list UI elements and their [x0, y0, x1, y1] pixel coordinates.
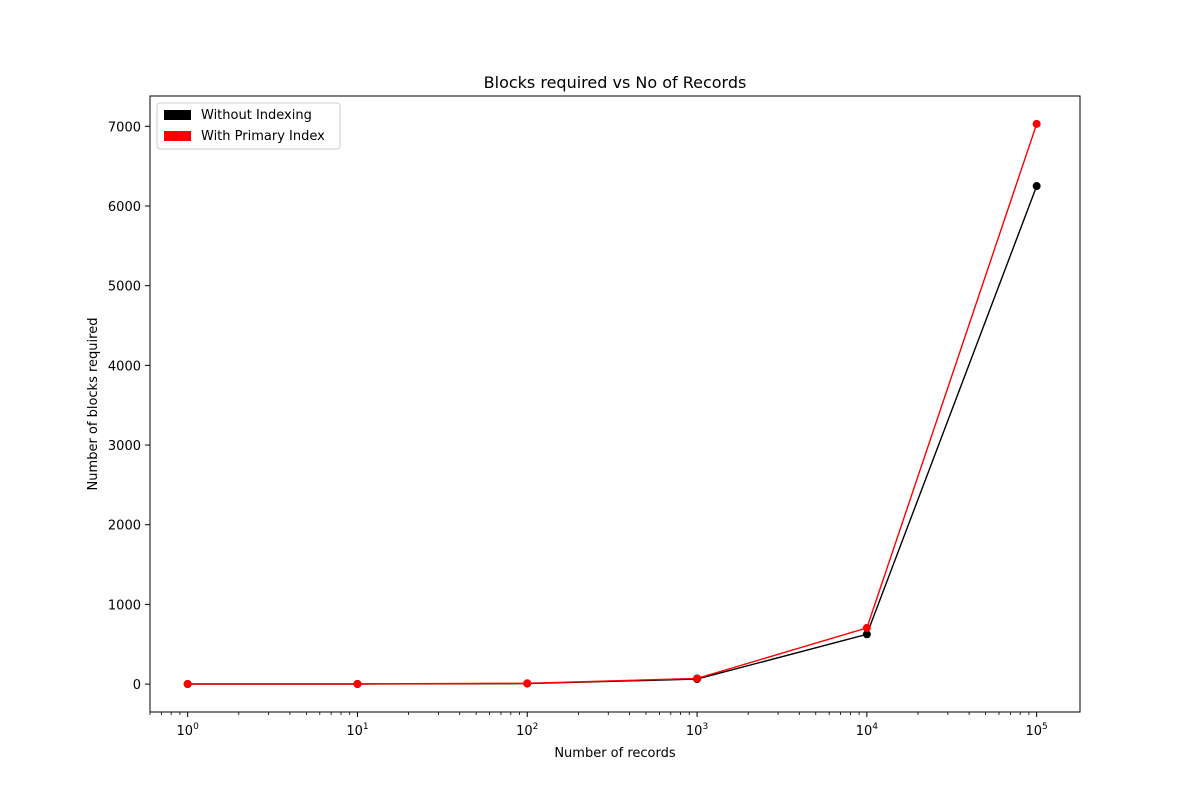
- series-1-point: [523, 679, 532, 688]
- series-0-point: [862, 630, 871, 639]
- x-tick-label-base: 10: [346, 724, 363, 739]
- series-1-point: [862, 623, 871, 632]
- series-1-point: [693, 674, 702, 683]
- x-tick-label-exponent: 3: [702, 722, 708, 732]
- x-tick-label: 100: [177, 722, 200, 739]
- x-tick-label-exponent: 0: [193, 722, 199, 732]
- x-tick-label: 101: [346, 722, 368, 739]
- y-tick-label: 3000: [108, 439, 141, 454]
- series-0-point: [1032, 182, 1041, 191]
- legend-swatch-without-indexing: [164, 110, 191, 120]
- series-1-point: [183, 679, 192, 688]
- x-tick-label: 104: [856, 722, 879, 739]
- series-line-1: [187, 123, 1038, 685]
- series-1-point: [353, 679, 362, 688]
- y-tick-label: 5000: [108, 280, 141, 295]
- y-tick-label: 6000: [108, 200, 141, 215]
- x-tick-label-exponent: 5: [1042, 722, 1048, 732]
- x-tick-label-base: 10: [516, 724, 533, 739]
- x-tick-label-base: 10: [686, 724, 703, 739]
- x-axis-title: Number of records: [554, 746, 676, 761]
- y-tick-label: 0: [133, 678, 141, 693]
- legend-label-without-indexing: Without Indexing: [201, 108, 312, 123]
- x-tick-label-exponent: 2: [533, 722, 539, 732]
- y-tick-label: 4000: [108, 359, 141, 374]
- legend-label-with-primary-index: With Primary Index: [201, 129, 325, 144]
- legend: Without Indexing With Primary Index: [156, 102, 341, 150]
- x-tick-label-base: 10: [1026, 724, 1043, 739]
- x-axis: 100 101 102 103 104 105: [149, 712, 1048, 739]
- chart-title: Blocks required vs No of Records: [484, 73, 747, 92]
- plot-area-frame: [149, 95, 1081, 713]
- x-tick-label-exponent: 1: [363, 722, 369, 732]
- x-tick-label: 105: [1026, 722, 1048, 739]
- x-tick-label: 103: [686, 722, 708, 739]
- series-line-0: [187, 185, 1038, 685]
- x-tick-label-exponent: 4: [872, 722, 878, 732]
- series-1-point: [1032, 119, 1041, 128]
- legend-frame: [156, 102, 341, 150]
- series-layer: [183, 119, 1041, 689]
- x-tick-label-base: 10: [856, 724, 873, 739]
- y-tick-label: 7000: [108, 120, 141, 135]
- x-tick-label: 102: [516, 722, 538, 739]
- x-tick-label-base: 10: [177, 724, 194, 739]
- y-tick-label: 2000: [108, 519, 141, 534]
- y-axis: 0 1000 2000 3000 4000 5000 6000 7000: [108, 120, 150, 693]
- legend-swatch-with-primary-index: [164, 131, 191, 141]
- y-tick-label: 1000: [108, 598, 141, 613]
- y-axis-title: Number of blocks required: [86, 318, 101, 491]
